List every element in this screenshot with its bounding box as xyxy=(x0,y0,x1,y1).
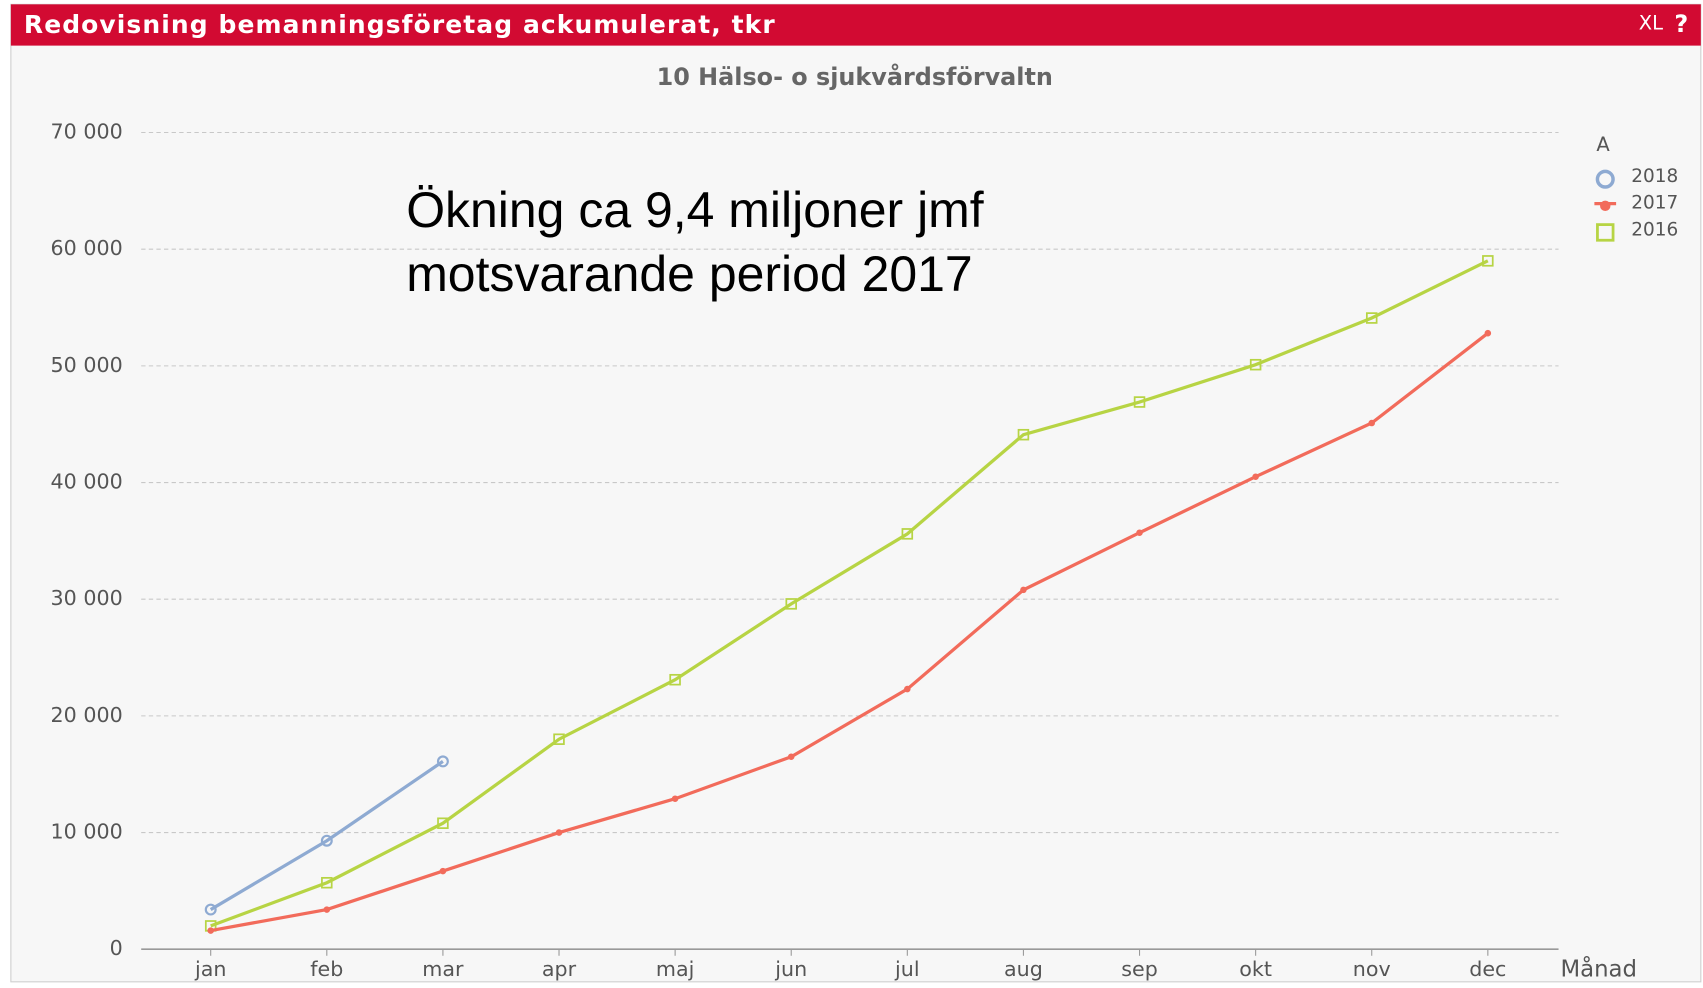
x-tick-label: mar xyxy=(422,957,464,981)
chart-title: 10 Hälso- o sjukvårdsförvaltn xyxy=(657,62,1053,91)
x-tick-label: aug xyxy=(1004,957,1043,981)
marker xyxy=(1020,586,1027,594)
y-tick-label: 20 000 xyxy=(51,703,123,727)
marker xyxy=(321,876,333,889)
series-line xyxy=(210,331,1489,933)
panel xyxy=(10,3,1702,983)
marker xyxy=(439,867,447,875)
legend-marker xyxy=(1595,169,1615,189)
marker xyxy=(1249,358,1262,371)
x-tick-label: nov xyxy=(1353,957,1391,981)
legend-label: 2018 xyxy=(1631,166,1678,187)
marker xyxy=(1136,529,1143,536)
annotation: motsvarande period 2017 xyxy=(406,246,973,302)
legend-marker xyxy=(1596,223,1615,242)
marker xyxy=(901,528,914,540)
x-tick-label: jun xyxy=(774,957,807,981)
legend-label: 2017 xyxy=(1631,193,1678,214)
x-axis-label: Månad xyxy=(1560,954,1637,982)
x-tick-label: jul xyxy=(894,957,920,981)
marker xyxy=(207,927,214,934)
marker xyxy=(437,817,449,829)
marker xyxy=(204,903,217,916)
marker xyxy=(436,755,449,768)
y-tick-label: 0 xyxy=(110,936,123,960)
marker xyxy=(1017,428,1030,441)
marker xyxy=(320,834,333,847)
marker xyxy=(671,795,679,802)
marker xyxy=(323,906,331,913)
window-title: Redovisning bemanningsföretag ackumulera… xyxy=(24,10,776,39)
marker xyxy=(1484,329,1492,337)
y-tick-label: 10 000 xyxy=(51,820,123,844)
x-tick-label: dec xyxy=(1469,957,1506,981)
y-tick-label: 50 000 xyxy=(51,353,123,377)
xl-button[interactable]: XL xyxy=(1639,11,1663,34)
series-line xyxy=(209,760,444,911)
y-tick-label: 40 000 xyxy=(51,470,123,494)
help-button[interactable]: ? xyxy=(1674,10,1688,38)
marker xyxy=(1365,312,1378,324)
x-tick-label: feb xyxy=(310,957,343,981)
y-tick-label: 70 000 xyxy=(51,120,123,144)
legend-label: 2016 xyxy=(1631,219,1678,240)
marker xyxy=(1252,473,1259,480)
series-line xyxy=(210,259,1489,928)
y-tick-label: 30 000 xyxy=(51,586,123,610)
marker xyxy=(1482,255,1494,267)
legend-marker xyxy=(1600,200,1611,212)
marker xyxy=(669,673,681,686)
marker xyxy=(553,733,565,745)
marker xyxy=(785,598,797,610)
x-tick-label: maj xyxy=(656,957,694,981)
marker xyxy=(1368,419,1375,427)
marker xyxy=(555,829,563,836)
x-tick-label: okt xyxy=(1239,957,1272,981)
x-tick-label: apr xyxy=(542,957,577,981)
marker xyxy=(904,685,911,693)
marker xyxy=(1133,396,1146,408)
x-tick-label: sep xyxy=(1121,957,1158,981)
legend-icon[interactable]: A xyxy=(1596,133,1610,156)
x-tick-label: jan xyxy=(194,957,226,981)
marker xyxy=(787,753,795,760)
y-tick-label: 60 000 xyxy=(51,236,123,260)
title-bar xyxy=(10,4,1701,46)
annotation: Ökning ca 9,4 miljoner jmf xyxy=(406,182,984,238)
